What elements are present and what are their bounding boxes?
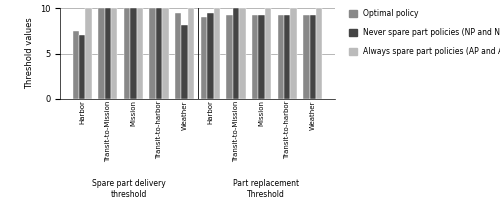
Bar xyxy=(130,8,136,99)
Bar xyxy=(207,13,214,99)
Bar xyxy=(72,31,79,99)
Bar xyxy=(233,8,239,99)
Bar xyxy=(239,8,246,99)
Bar xyxy=(214,8,220,99)
Bar xyxy=(162,8,168,99)
Bar xyxy=(304,15,310,99)
Text: Spare part delivery
threshold: Spare part delivery threshold xyxy=(92,179,166,199)
Bar xyxy=(252,15,258,99)
Bar xyxy=(258,15,265,99)
Bar xyxy=(226,15,233,99)
Bar xyxy=(98,8,104,99)
Bar xyxy=(278,15,284,99)
Bar xyxy=(150,8,156,99)
Bar xyxy=(156,8,162,99)
Bar xyxy=(316,8,322,99)
Bar xyxy=(290,8,297,99)
Bar xyxy=(175,13,182,99)
Bar xyxy=(310,15,316,99)
Bar xyxy=(79,35,86,99)
Bar xyxy=(104,8,111,99)
Bar xyxy=(284,15,290,99)
Y-axis label: Threshold values: Threshold values xyxy=(25,18,34,89)
Text: Part replacement
Threshold: Part replacement Threshold xyxy=(233,179,300,199)
Bar xyxy=(86,8,91,99)
Bar xyxy=(200,17,207,99)
Bar xyxy=(188,8,194,99)
Bar xyxy=(111,8,117,99)
Bar xyxy=(124,8,130,99)
Bar xyxy=(136,8,143,99)
Legend: Optimal policy, Never spare part policies (NP and NPP), Always spare part polici: Optimal policy, Never spare part policie… xyxy=(346,6,500,59)
Bar xyxy=(182,25,188,99)
Bar xyxy=(265,8,271,99)
